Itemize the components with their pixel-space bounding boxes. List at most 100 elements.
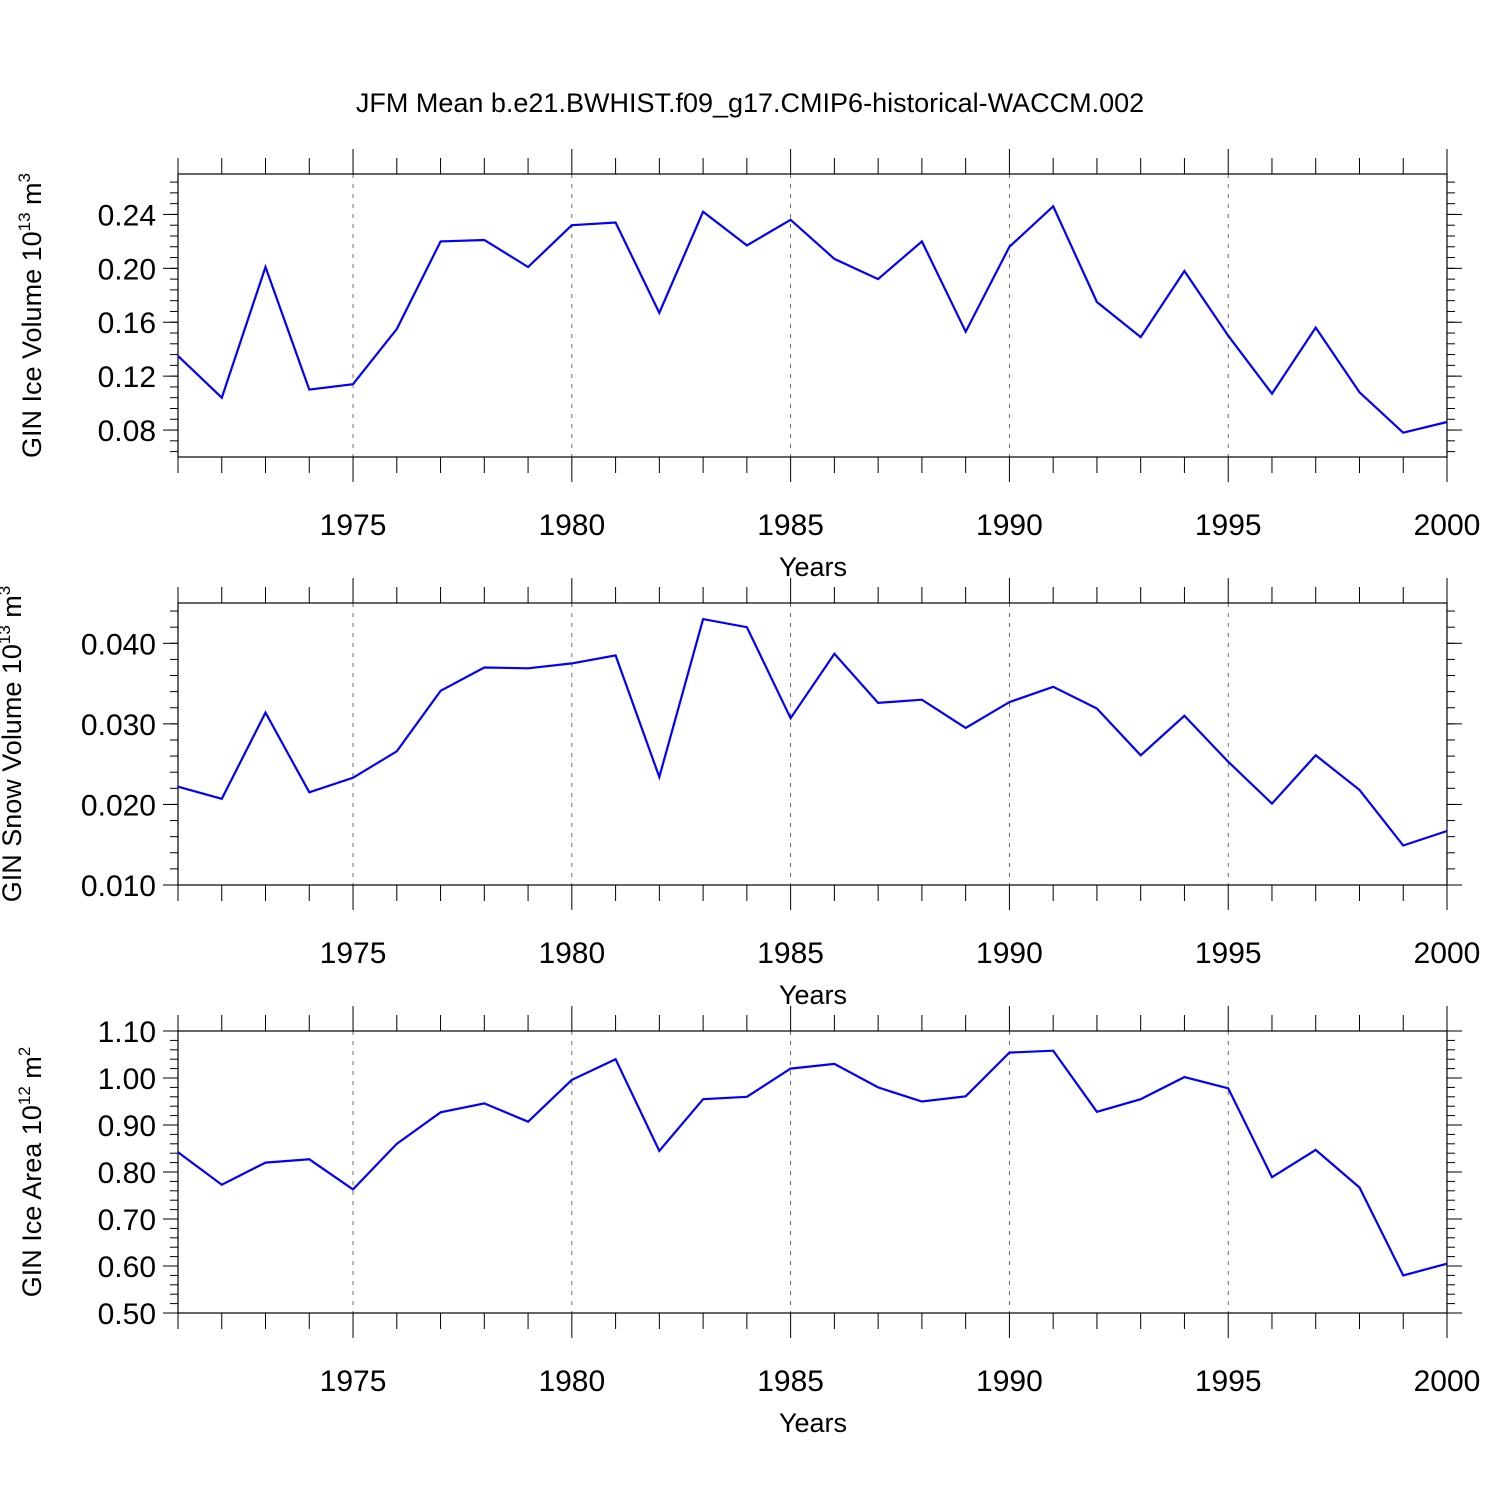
x-tick-label: 1990	[976, 509, 1043, 542]
data-point	[176, 1150, 181, 1155]
data-point	[701, 209, 706, 214]
data-point	[438, 1110, 443, 1115]
data-point	[351, 775, 356, 780]
data-point	[832, 651, 837, 656]
data-point	[701, 1097, 706, 1102]
data-point	[1051, 684, 1056, 689]
y-axis-label-ylabel: GIN Ice Area 10	[17, 1105, 47, 1297]
x-tick-label: 1985	[757, 937, 824, 970]
y-tick-label: 0.20	[98, 253, 156, 286]
x-tick-label: 1985	[757, 1365, 824, 1398]
data-point	[657, 775, 662, 780]
data-point	[1269, 391, 1274, 396]
data-point	[701, 617, 706, 622]
data-point	[263, 1160, 268, 1165]
data-point	[788, 716, 793, 721]
y-axis-label: GIN Ice Area 1012 m2	[15, 1047, 47, 1298]
data-point	[744, 625, 749, 630]
y-tick-label: 0.040	[81, 628, 156, 661]
y-axis-label: GIN Ice Volume 1013 m3	[15, 173, 47, 458]
data-point	[1182, 1075, 1187, 1080]
x-tick-label: 2000	[1414, 1365, 1481, 1398]
y-tick-label: 0.08	[98, 415, 156, 448]
x-tick-label: 1995	[1195, 509, 1262, 542]
y-axis-label: GIN Snow Volume 1013 m3	[0, 586, 27, 903]
x-axis-label: Years	[779, 1408, 847, 1438]
data-point	[1138, 335, 1143, 340]
data-point	[788, 1066, 793, 1071]
data-point	[307, 1157, 312, 1162]
x-tick-label: 1985	[757, 509, 824, 542]
data-point	[1051, 1048, 1056, 1053]
data-point	[1313, 325, 1318, 330]
data-point	[919, 239, 924, 244]
data-point	[394, 1141, 399, 1146]
x-tick-label: 1995	[1195, 937, 1262, 970]
data-point	[1182, 713, 1187, 718]
y-axis-label-ylabel: GIN Ice Volume 10	[17, 231, 47, 458]
data-point	[1357, 1185, 1362, 1190]
y-axis-label-ylabel-unit-exp: 2	[15, 1047, 34, 1056]
data-point	[1269, 801, 1274, 806]
data-point	[526, 1119, 531, 1124]
data-point	[1094, 1109, 1099, 1114]
data-point	[613, 220, 618, 225]
series-line-ice-volume	[177, 204, 1448, 434]
data-point	[569, 223, 574, 228]
y-tick-label: 0.24	[98, 199, 156, 232]
y-tick-label: 1.00	[98, 1063, 156, 1096]
data-point	[1401, 843, 1406, 848]
data-point	[613, 1057, 618, 1062]
y-tick-label: 0.90	[98, 1110, 156, 1143]
data-point	[482, 1101, 487, 1106]
data-point	[176, 784, 181, 789]
data-point	[263, 264, 268, 269]
data-point	[351, 1187, 356, 1192]
x-tick-label: 1980	[538, 509, 605, 542]
data-point	[657, 310, 662, 315]
data-point	[613, 653, 618, 658]
x-tick-label: 1990	[976, 937, 1043, 970]
x-tick-label: 2000	[1414, 509, 1481, 542]
y-tick-label: 0.16	[98, 307, 156, 340]
data-point	[876, 1085, 881, 1090]
data-point	[1269, 1175, 1274, 1180]
y-axis-label-ylabel-unit-exp: 3	[0, 586, 14, 595]
data-point	[1051, 204, 1056, 209]
data-point	[1007, 244, 1012, 249]
y-tick-label: 0.12	[98, 361, 156, 394]
y-tick-label: 0.80	[98, 1157, 156, 1190]
y-axis-label-ylabel-unit: m	[17, 182, 47, 212]
data-point	[1401, 1273, 1406, 1278]
data-point	[1357, 390, 1362, 395]
series-line-snow-volume	[177, 617, 1448, 847]
data-point	[219, 1182, 224, 1187]
data-point	[1138, 1097, 1143, 1102]
x-tick-label: 1975	[320, 1365, 387, 1398]
y-tick-label: 0.020	[81, 789, 156, 822]
data-point	[832, 1061, 837, 1066]
data-point	[307, 387, 312, 392]
data-point	[832, 256, 837, 261]
x-tick-label: 1990	[976, 1365, 1043, 1398]
data-point	[176, 353, 181, 358]
series-line-ice-area	[177, 1049, 1448, 1277]
data-point	[394, 749, 399, 754]
data-point	[1182, 269, 1187, 274]
data-point	[744, 1094, 749, 1099]
data-point	[1445, 419, 1450, 424]
data-point	[1138, 753, 1143, 758]
data-point	[219, 796, 224, 801]
data-point	[1094, 300, 1099, 305]
plot-frame	[177, 173, 1448, 458]
data-point	[744, 243, 749, 248]
data-point	[569, 1077, 574, 1082]
data-point	[482, 238, 487, 243]
data-point	[1226, 333, 1231, 338]
data-point	[963, 1094, 968, 1099]
data-point	[1445, 1261, 1450, 1266]
y-tick-label: 0.70	[98, 1204, 156, 1237]
chart-title: JFM Mean b.e21.BWHIST.f09_g17.CMIP6-hist…	[356, 88, 1144, 118]
data-point	[1007, 700, 1012, 705]
y-axis-label-ylabel: GIN Snow Volume 10	[0, 644, 27, 902]
